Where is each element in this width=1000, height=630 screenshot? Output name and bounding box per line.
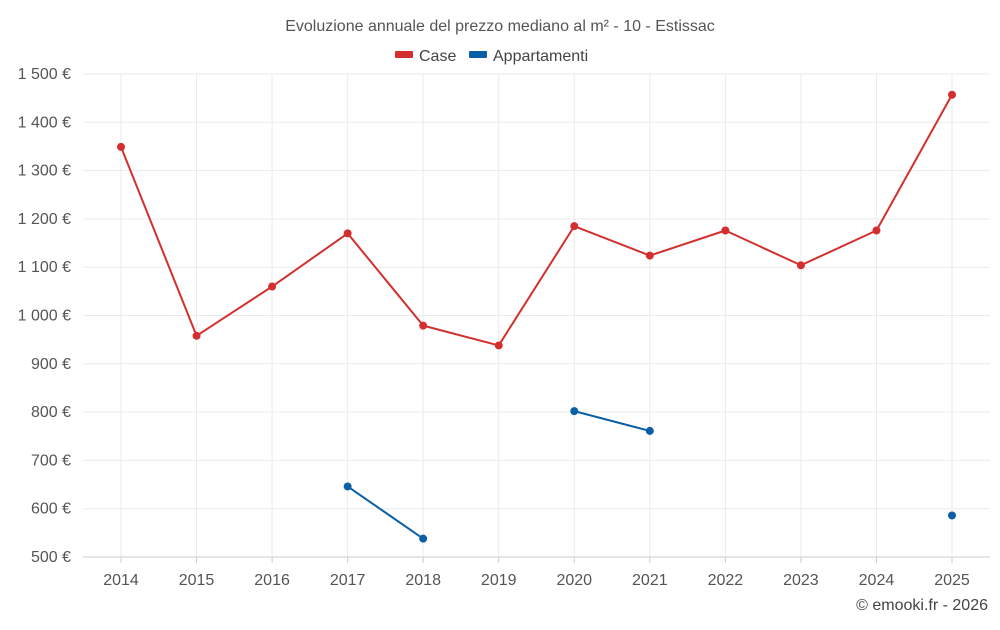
legend-label-case[interactable]: Case [419, 48, 456, 65]
x-tick-label: 2020 [556, 572, 592, 589]
y-tick-label: 1 300 € [18, 163, 71, 180]
data-point-case-2015[interactable] [192, 331, 201, 340]
series-layer [117, 90, 956, 543]
data-point-appartamenti-2020[interactable] [570, 407, 579, 416]
x-axis-ticks: 2014 2015 2016 2017 2018 2019 2020 2021 2022 2023… [103, 572, 970, 589]
data-point-appartamenti-2018[interactable] [419, 534, 428, 543]
y-tick-label: 600 € [31, 501, 71, 518]
y-tick-label: 800 € [31, 404, 71, 421]
x-tick-label: 2025 [934, 572, 970, 589]
x-tick-label: 2016 [254, 572, 290, 589]
chart-title: Evoluzione annuale del prezzo mediano al… [285, 18, 715, 35]
series-line-appartamenti [347, 485, 424, 540]
legend: Case Appartamenti [395, 48, 588, 65]
y-tick-label: 700 € [31, 452, 71, 469]
y-tick-label: 1 100 € [18, 259, 71, 276]
y-axis-ticks: 500 € 600 € 700 € 800 € 900 € 1 000 € 1 100 € 1… [18, 66, 71, 566]
y-tick-label: 1 200 € [18, 211, 71, 228]
data-point-appartamenti-2025[interactable] [948, 511, 956, 520]
y-tick-label: 1 500 € [18, 66, 71, 83]
x-tick-label: 2022 [708, 572, 744, 589]
x-tick-label: 2023 [783, 572, 819, 589]
series-case [117, 90, 956, 350]
y-gridlines [83, 73, 990, 558]
data-point-case-2021[interactable] [645, 251, 654, 260]
data-point-appartamenti-2021[interactable] [645, 426, 654, 435]
x-tick-label: 2017 [330, 572, 366, 589]
data-point-case-2025[interactable] [948, 90, 956, 99]
series-line-appartamenti [574, 410, 651, 432]
data-point-case-2018[interactable] [419, 321, 428, 330]
y-tick-label: 500 € [31, 549, 71, 566]
data-point-case-2022[interactable] [721, 226, 730, 235]
y-tick-label: 1 400 € [18, 114, 71, 131]
x-gridlines [120, 74, 953, 563]
x-tick-label: 2018 [405, 572, 441, 589]
legend-swatch-appartamenti [469, 51, 487, 58]
x-tick-label: 2014 [103, 572, 139, 589]
data-point-appartamenti-2017[interactable] [343, 482, 352, 491]
x-tick-label: 2024 [859, 572, 895, 589]
data-point-case-2019[interactable] [494, 341, 503, 350]
data-point-case-2020[interactable] [570, 222, 579, 231]
series-appartamenti [343, 407, 956, 543]
series-line-case [120, 94, 953, 347]
credit-text: © emooki.fr - 2026 [856, 597, 988, 614]
data-point-case-2016[interactable] [268, 282, 277, 291]
x-tick-label: 2015 [179, 572, 215, 589]
data-point-case-2024[interactable] [872, 226, 881, 235]
legend-swatch-case [395, 51, 413, 58]
y-tick-label: 1 000 € [18, 308, 71, 325]
data-point-case-2017[interactable] [343, 229, 352, 238]
x-tick-label: 2021 [632, 572, 668, 589]
data-point-case-2014[interactable] [117, 142, 125, 151]
data-point-case-2023[interactable] [796, 261, 805, 270]
y-tick-label: 900 € [31, 356, 71, 373]
x-tick-label: 2019 [481, 572, 517, 589]
legend-label-appartamenti[interactable]: Appartamenti [493, 48, 588, 65]
